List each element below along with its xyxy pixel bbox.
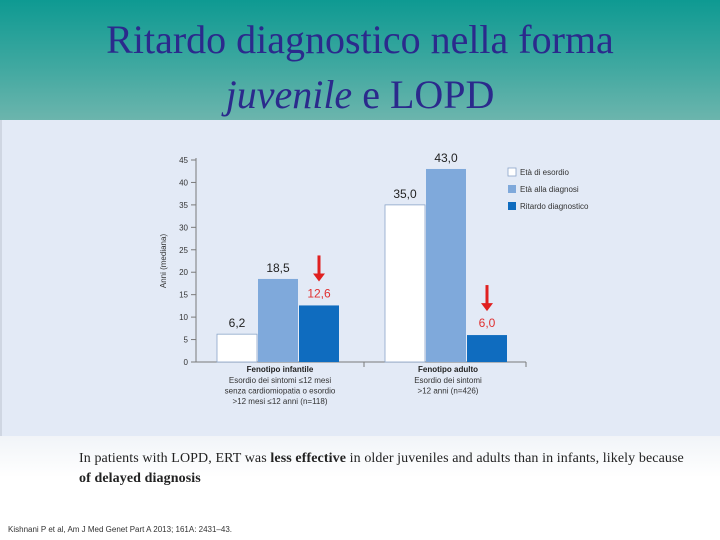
value-label-infantile-1: 18,5 xyxy=(266,261,290,275)
y-tick-label-15: 15 xyxy=(179,291,188,300)
bar-infantile-1 xyxy=(258,278,298,362)
y-tick-label-35: 35 xyxy=(179,201,188,210)
y-tick-label-5: 5 xyxy=(184,336,189,345)
citation: Kishnani P et al, Am J Med Genet Part A … xyxy=(8,525,233,534)
legend-label-0: Età di esordio xyxy=(520,168,569,177)
value-label-infantile-0: 6,2 xyxy=(229,316,246,330)
y-tick-label-25: 25 xyxy=(179,246,188,255)
bar-infantile-2 xyxy=(299,305,339,362)
value-label-adult-0: 35,0 xyxy=(393,187,417,201)
slide-title-line2: juvenile e LOPD xyxy=(0,73,720,117)
slide-title-line1: Ritardo diagnostico nella forma xyxy=(106,17,614,62)
note-emphasis-2: of delayed diagnosis xyxy=(79,471,201,486)
category-desc-0-0: Esordio dei sintomi ≤12 mesi xyxy=(229,376,331,385)
footer-area xyxy=(0,436,720,540)
y-tick-label-45: 45 xyxy=(179,156,188,165)
title-banner xyxy=(0,0,720,120)
legend-swatch-2 xyxy=(508,202,516,210)
legend-swatch-0 xyxy=(507,167,517,177)
bar-adult-2 xyxy=(467,335,507,362)
note-text-2: in older juveniles and adults than in in… xyxy=(346,451,684,466)
category-desc-1-0: Esordio dei sintomi xyxy=(414,376,482,385)
summary-note: In patients with LOPD, ERT was less effe… xyxy=(79,449,699,489)
value-label-adult-1: 43,0 xyxy=(434,151,458,165)
y-axis-title: Anni (mediana) xyxy=(159,234,168,289)
value-label-adult-2: 6,0 xyxy=(479,316,496,330)
y-tick-label-20: 20 xyxy=(179,268,188,277)
title-italic-word: juvenile xyxy=(225,72,353,117)
legend-label-2: Ritardo diagnostico xyxy=(520,202,589,211)
note-emphasis-1: less effective xyxy=(270,451,347,466)
value-label-infantile-2: 12,6 xyxy=(307,286,331,300)
category-desc-0-1: senza cardiomiopatia o esordio xyxy=(225,387,336,396)
category-desc-1-1: >12 anni (n=426) xyxy=(418,387,479,396)
category-label-0: Fenotipo infantile xyxy=(247,365,314,374)
delay-arrow-head-0 xyxy=(313,273,325,282)
title-rest: e LOPD xyxy=(352,72,495,117)
y-tick-label-40: 40 xyxy=(179,178,188,187)
category-label-1: Fenotipo adulto xyxy=(418,365,478,374)
bar-adult-0 xyxy=(384,204,426,363)
note-text-1: In patients with LOPD, ERT was xyxy=(79,451,271,466)
chart-panel xyxy=(0,120,720,436)
bar-infantile-0 xyxy=(216,333,258,363)
bar-adult-1 xyxy=(426,168,466,362)
delay-arrow-head-1 xyxy=(481,303,493,312)
y-tick-label-30: 30 xyxy=(179,223,188,232)
y-tick-label-10: 10 xyxy=(179,313,188,322)
legend-swatch-1 xyxy=(508,185,516,193)
y-tick-label-0: 0 xyxy=(184,358,189,367)
category-desc-0-2: >12 mesi ≤12 anni (n=118) xyxy=(233,397,328,406)
legend-label-1: Età alla diagnosi xyxy=(520,185,579,194)
